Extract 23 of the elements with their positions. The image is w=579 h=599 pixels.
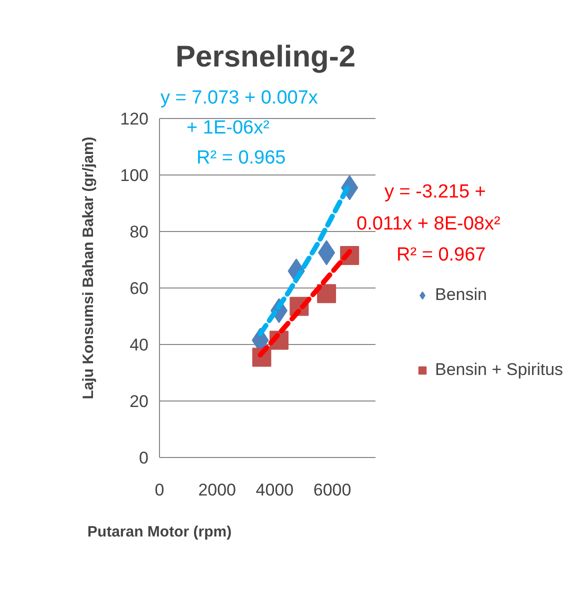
x-tick-label: 2000 bbox=[198, 480, 236, 500]
x-tick-label: 6000 bbox=[313, 480, 352, 500]
point bbox=[317, 284, 336, 304]
y-tick-label: 60 bbox=[130, 279, 149, 298]
x-tick-label: 0 bbox=[154, 480, 164, 500]
y-tick-label: 0 bbox=[139, 448, 149, 468]
x-axis-title: Putaran Motor (rpm) bbox=[87, 524, 232, 540]
y-tick-label: 20 bbox=[130, 392, 149, 411]
y-tick-label: 120 bbox=[120, 110, 149, 128]
annotation: R² = 0.965 bbox=[196, 148, 286, 168]
y-tick-label: 40 bbox=[130, 336, 149, 354]
annotation: 0.011x + 8E-08x² bbox=[356, 214, 500, 234]
chart-title: Persneling-2 bbox=[176, 40, 356, 74]
text: R² = 0.967 bbox=[396, 244, 486, 266]
text: y = 7.073 + 0.007x bbox=[160, 88, 318, 108]
x-tick-label: 4000 bbox=[256, 480, 294, 500]
annotation: + 1E-06x² bbox=[186, 118, 270, 138]
y-axis-title: Laju Konsumsi Bahan Bakar (gr/jam) bbox=[80, 136, 98, 400]
legend-label: Bensin + Spiritus bbox=[435, 360, 564, 380]
y-tick-label: 80 bbox=[130, 222, 149, 242]
legend-label: Bensin bbox=[435, 285, 487, 305]
text: y = -3.215 + bbox=[384, 182, 486, 202]
y-tick-label: 100 bbox=[120, 166, 149, 185]
